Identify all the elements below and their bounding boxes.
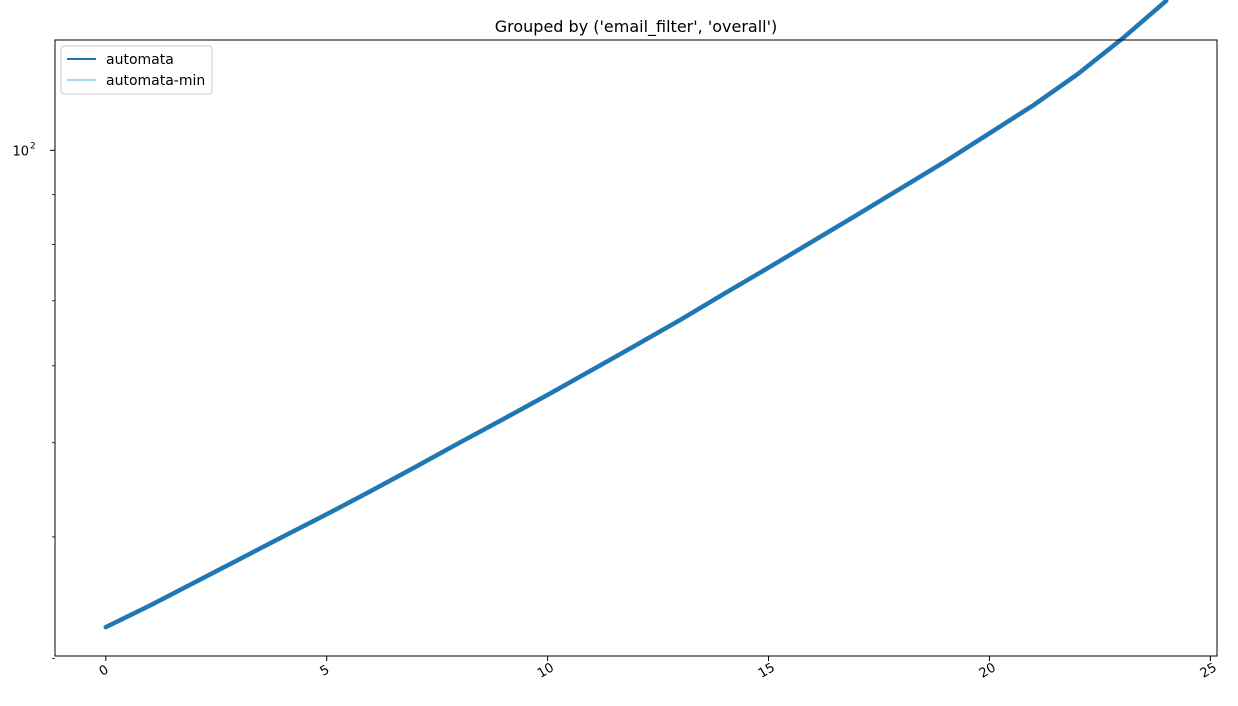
legend-frame <box>60 45 213 95</box>
series-line-automata <box>103 0 1169 630</box>
x-tick-label: 20 <box>977 660 999 681</box>
y-axis: 10 2 <box>12 141 55 659</box>
y-tick-base: 10 <box>12 144 29 159</box>
x-tick-label: 25 <box>1198 660 1220 681</box>
y-tick-label: 10 <box>12 144 29 159</box>
legend-label-automata-min: automata-min <box>106 73 205 89</box>
x-tick-label: 10 <box>535 660 557 681</box>
x-tick-label: 15 <box>756 660 778 681</box>
plot-frame <box>54 39 1218 657</box>
legend: automata automata-min <box>60 45 213 95</box>
legend-label-automata: automata <box>106 52 174 68</box>
chart-title: Grouped by ('email_filter', 'overall') <box>495 17 777 37</box>
series-lines <box>103 0 1169 630</box>
y-tick-exponent: 2 <box>30 141 36 151</box>
